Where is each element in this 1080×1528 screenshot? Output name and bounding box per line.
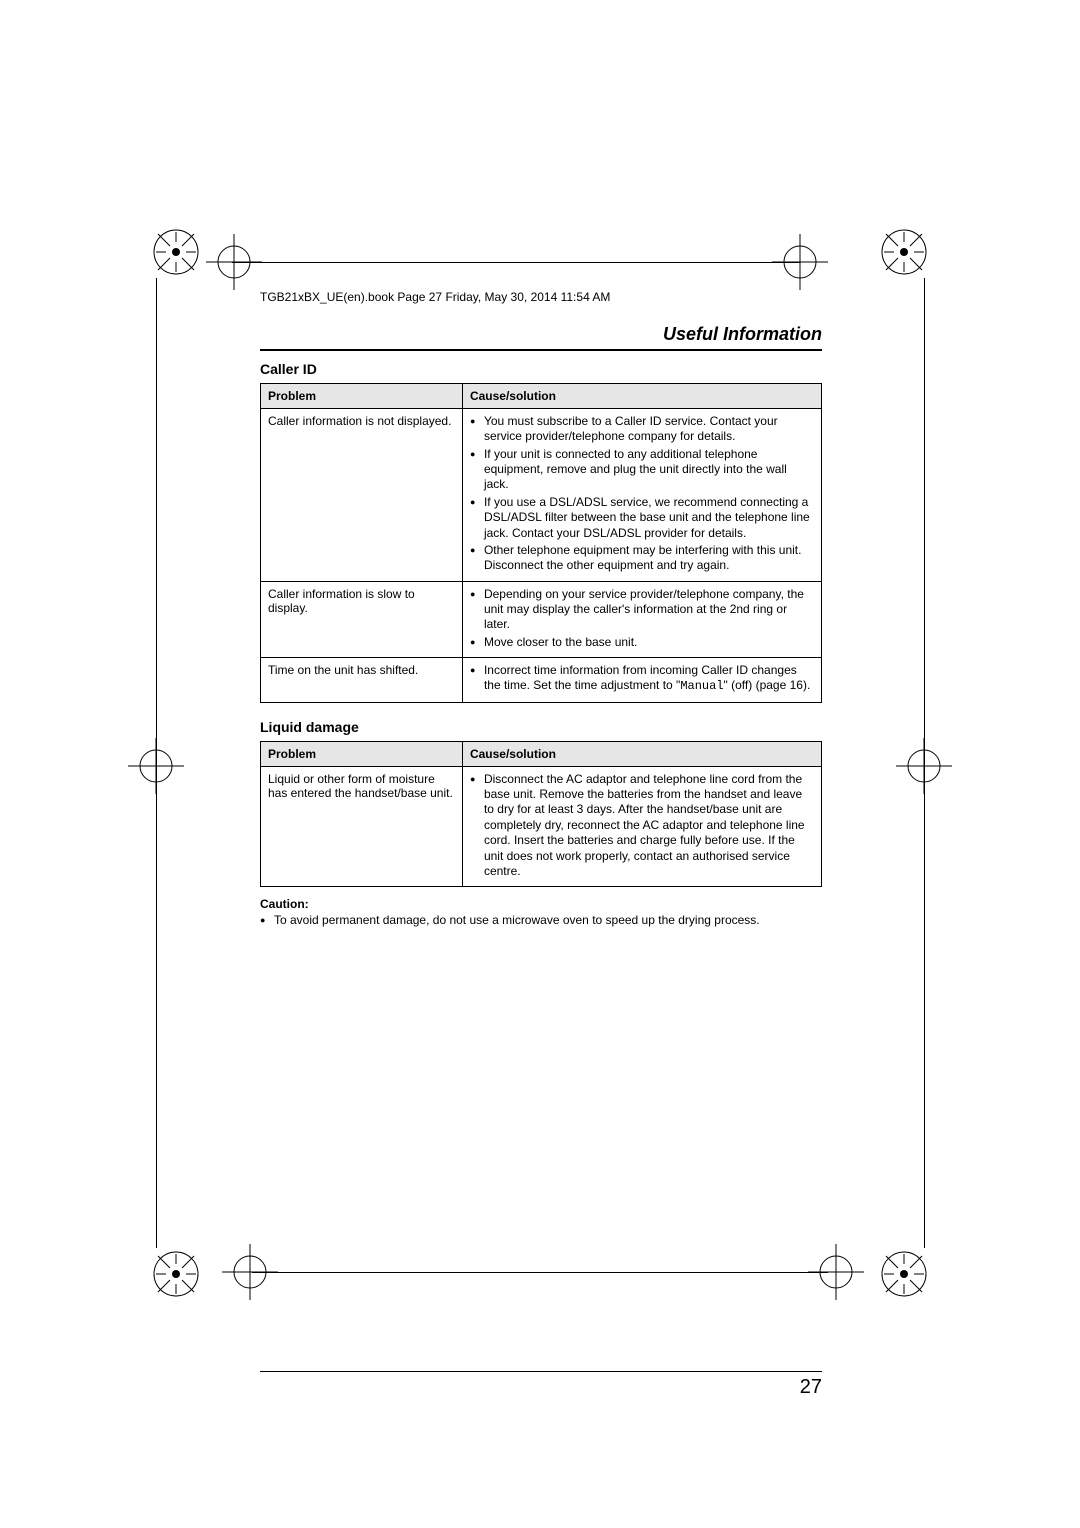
liquid-damage-col-problem: Problem [261,741,463,766]
liquid-damage-tbody: Liquid or other form of moisture has ent… [261,766,822,887]
reg-corner-bottom-left-icon [152,1250,200,1298]
reg-corner-top-left-icon [152,228,200,276]
solution-item: Disconnect the AC adaptor and telephone … [484,772,814,880]
page-content: TGB21xBX_UE(en).book Page 27 Friday, May… [260,290,822,929]
solution-item: Depending on your service provider/telep… [484,587,814,633]
problem-cell: Liquid or other form of moisture has ent… [261,766,463,887]
section-title: Useful Information [260,324,822,351]
solution-item: Other telephone equipment may be interfe… [484,543,814,574]
problem-cell: Caller information is slow to display. [261,581,463,657]
caller-id-col-solution: Cause/solution [462,384,821,409]
table-row: Caller information is slow to display. De… [261,581,822,657]
liquid-damage-heading: Liquid damage [260,719,822,735]
caution-list: To avoid permanent damage, do not use a … [260,913,822,929]
solution-item: If you use a DSL/ADSL service, we recomm… [484,495,814,541]
solution-cell: You must subscribe to a Caller ID servic… [462,409,821,582]
reg-corner-bottom-right-icon [880,1250,928,1298]
print-bottom-rule-icon [252,1272,828,1273]
print-side-line-left-icon [156,278,157,1248]
caller-id-heading: Caller ID [260,361,822,377]
problem-cell: Caller information is not displayed. [261,409,463,582]
caution-item: To avoid permanent damage, do not use a … [274,913,822,929]
solution-list: You must subscribe to a Caller ID servic… [470,414,814,574]
caller-id-table: Problem Cause/solution Caller informatio… [260,383,822,703]
solution-item: Incorrect time information from incoming… [484,663,814,695]
solution-cell: Depending on your service provider/telep… [462,581,821,657]
caller-id-tbody: Caller information is not displayed. You … [261,409,822,703]
page-number: 27 [260,1371,822,1399]
solution-item: Move closer to the base unit. [484,635,814,650]
running-header: TGB21xBX_UE(en).book Page 27 Friday, May… [260,290,822,306]
reg-corner-top-right-icon [880,228,928,276]
solution-cell: Disconnect the AC adaptor and telephone … [462,766,821,887]
print-side-line-right-icon [924,278,925,1248]
solution-list: Incorrect time information from incoming… [470,663,814,695]
solution-cell: Incorrect time information from incoming… [462,658,821,703]
liquid-damage-col-solution: Cause/solution [462,741,821,766]
problem-cell: Time on the unit has shifted. [261,658,463,703]
solution-list: Disconnect the AC adaptor and telephone … [470,772,814,880]
caller-id-col-problem: Problem [261,384,463,409]
table-row: Liquid or other form of moisture has ent… [261,766,822,887]
caution-label: Caution: [260,897,309,911]
table-row: Time on the unit has shifted. Incorrect t… [261,658,822,703]
solution-item: You must subscribe to a Caller ID servic… [484,414,814,445]
table-row: Caller information is not displayed. You … [261,409,822,582]
caution-block: Caution: To avoid permanent damage, do n… [260,897,822,929]
liquid-damage-table: Problem Cause/solution Liquid or other f… [260,741,822,888]
solution-item: If your unit is connected to any additio… [484,447,814,493]
print-header-rule-icon [232,262,800,263]
solution-list: Depending on your service provider/telep… [470,587,814,650]
running-header-text: TGB21xBX_UE(en).book Page 27 Friday, May… [260,290,610,304]
